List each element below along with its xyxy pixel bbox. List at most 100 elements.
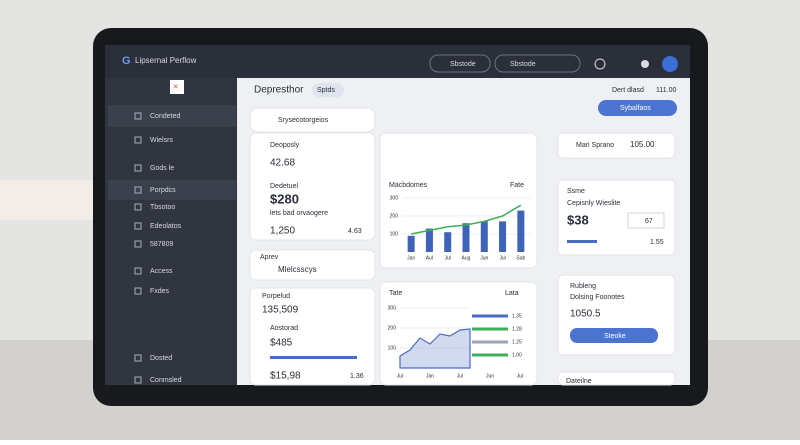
- bar: [480, 221, 488, 252]
- x-tick-label: Jul: [517, 373, 523, 379]
- value: 1050.5: [570, 309, 601, 320]
- sidebar-item[interactable]: Fxdes: [150, 288, 170, 295]
- page-title: Depresthor: [254, 85, 304, 96]
- y-tick-label: 100: [390, 231, 399, 237]
- line: [410, 204, 522, 235]
- bar: [462, 223, 470, 252]
- x-tick-label: Jul: [397, 373, 403, 379]
- value: 1,250: [270, 226, 295, 237]
- legend-bar: [472, 353, 508, 357]
- sidebar-icon: [134, 287, 142, 295]
- search-box[interactable]: [429, 54, 491, 73]
- button-text[interactable]: Steoke: [604, 333, 626, 340]
- sidebar-icon: [134, 354, 142, 362]
- y-tick-label: 200: [388, 325, 397, 331]
- sidebar-item[interactable]: Gods le: [150, 165, 174, 172]
- bar: [517, 210, 525, 252]
- sidebar-item[interactable]: Edeolatos: [150, 223, 182, 230]
- label: Cepisnly Wieslite: [567, 200, 620, 207]
- sidebar-icon: [134, 186, 142, 194]
- sidebar-item[interactable]: Porpdcs: [150, 187, 176, 194]
- value: 1.55: [650, 239, 664, 246]
- legend-label: 1.35: [512, 313, 522, 319]
- label: Aostorad: [270, 325, 298, 332]
- card: [249, 249, 376, 281]
- app-name: Lipsernal Perflow: [135, 56, 197, 65]
- value: $38: [567, 212, 589, 227]
- label: Mari Sprano: [576, 142, 614, 149]
- y-tick-label: 200: [390, 213, 399, 219]
- legend-bar: [472, 314, 508, 318]
- sidebar-item[interactable]: Tbsotoo: [150, 204, 175, 211]
- badge: [312, 83, 344, 97]
- y-tick-label: 300: [390, 195, 399, 201]
- search-text[interactable]: Sbstode: [510, 61, 536, 68]
- x-tick-label: Aug: [462, 255, 471, 261]
- table: [0, 180, 100, 220]
- value: $485: [270, 338, 293, 349]
- card: [249, 107, 376, 133]
- close-icon[interactable]: ×: [173, 81, 178, 91]
- card: [249, 287, 376, 386]
- x-tick-label: Jul: [499, 255, 505, 261]
- value: 42.68: [270, 158, 295, 169]
- bar: [407, 235, 415, 252]
- value: Mlelcsscys: [278, 265, 317, 274]
- header: [105, 45, 690, 78]
- card: [557, 132, 676, 159]
- sidebar-icon: [170, 80, 184, 94]
- status: Dert dlasd: [612, 87, 644, 94]
- label: Ssme: [567, 188, 585, 195]
- y-tick-label: 100: [388, 345, 397, 351]
- sidebar-icon: [134, 164, 142, 172]
- x-tick-label: Jun: [480, 255, 488, 261]
- label: Porpelud: [262, 293, 290, 300]
- chart-tag: Fate: [510, 182, 524, 189]
- badge-text: 67: [645, 218, 653, 225]
- sidebar-icon: [134, 240, 142, 248]
- sidebar-item[interactable]: Conmsled: [150, 377, 182, 384]
- card: [249, 132, 376, 241]
- value: $280: [270, 191, 299, 206]
- active-item: [108, 105, 236, 127]
- avatar[interactable]: [662, 56, 678, 72]
- sidebar-item[interactable]: Access: [150, 268, 173, 275]
- label: Dolsing Foonotes: [570, 294, 625, 301]
- sidebar-item[interactable]: 587809: [150, 241, 173, 248]
- x-tick-label: Jan: [426, 373, 434, 379]
- badge: [627, 212, 665, 229]
- sidebar-icon: [134, 267, 142, 275]
- value: 105.00: [630, 140, 655, 149]
- progress: [567, 240, 597, 243]
- search-box[interactable]: [494, 54, 581, 73]
- button[interactable]: [598, 100, 677, 116]
- card: [557, 371, 676, 386]
- label: Dedetuel: [270, 183, 298, 190]
- sidebar-item[interactable]: Wielsrs: [150, 137, 173, 144]
- card-title: Srysecotorgeios: [278, 117, 329, 124]
- x-tick-label: Jul: [457, 373, 463, 379]
- legend-bar: [472, 327, 508, 331]
- bar: [499, 221, 507, 252]
- settings-icon[interactable]: [641, 60, 649, 68]
- search-icon[interactable]: [594, 58, 606, 70]
- label: Rubleng: [570, 283, 596, 290]
- value: 135,509: [262, 305, 299, 316]
- area: [399, 328, 471, 369]
- sidebar-item[interactable]: Condeted: [150, 113, 180, 120]
- legend-bar: [472, 340, 508, 344]
- note: lets bad orvaogere: [270, 210, 328, 217]
- badge-text: Sptds: [317, 87, 335, 94]
- bar: [425, 228, 433, 252]
- bar: [444, 232, 452, 252]
- button-text[interactable]: Sybalfaos: [620, 105, 651, 112]
- sidebar-item[interactable]: Dosted: [150, 355, 172, 362]
- active-item: [108, 180, 236, 200]
- x-tick-label: Jan: [407, 255, 415, 261]
- button[interactable]: [570, 328, 658, 343]
- y-tick-label: 300: [388, 305, 397, 311]
- x-tick-label: Jun: [486, 373, 494, 379]
- search-text[interactable]: Sbstode: [450, 61, 476, 68]
- chart-title: Tate: [389, 290, 402, 297]
